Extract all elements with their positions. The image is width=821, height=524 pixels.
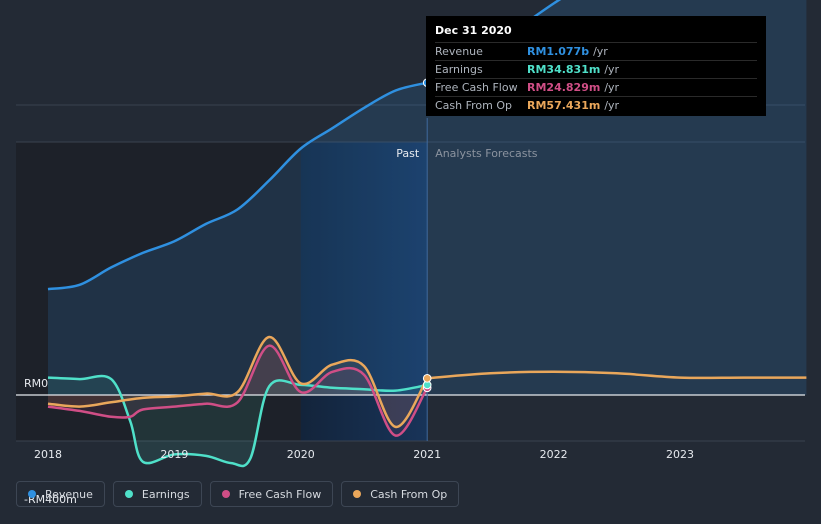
tooltip-unit: /yr [604,99,620,112]
tooltip-date: Dec 31 2020 [435,24,512,37]
tooltip-row-earnings: Earnings RM34.831m /yr [435,60,757,78]
tooltip-row-revenue: Revenue RM1.077b /yr [435,42,757,60]
x-tick-label: 2021 [413,448,441,461]
pre-past-region [16,142,301,441]
past-label: Past [396,147,420,160]
tooltip-row-cash-from-op: Cash From Op RM57.431m /yr [435,96,757,114]
tooltip-unit: /yr [604,63,620,76]
x-tick-label: 2018 [34,448,62,461]
x-tick-label: 2023 [666,448,694,461]
tooltip-unit: /yr [593,45,608,58]
tooltip-value: RM1.077b [527,45,590,58]
earnings-line [47,374,428,468]
forecast-label: Analysts Forecasts [435,147,538,160]
x-tick-label: 2020 [287,448,315,461]
legend-item-earnings[interactable]: Earnings [112,481,202,507]
revenue-line [47,81,428,291]
cash-from-op-marker [422,374,432,383]
tooltip-value: RM57.431m [527,99,601,112]
legend-label: Earnings [141,487,190,501]
legend-label: Free Cash Flow [238,487,322,501]
legend-item-revenue[interactable]: Revenue [16,481,105,507]
y-tick-label: -RM400m [24,493,77,506]
tooltip-label: Earnings [435,63,483,76]
tooltip-unit: /yr [604,81,620,94]
cash-from-op-line [47,335,429,429]
legend-label: Revenue [45,487,93,501]
tooltip-value: RM24.829m [527,81,601,94]
tooltip: Dec 31 2020 Revenue RM1.077b /yr Earning… [426,16,766,116]
tooltip-label: Free Cash Flow [435,81,518,94]
x-tick-label: 2019 [160,448,188,461]
legend-label: Cash From Op [370,487,448,501]
legend-item-free-cash-flow[interactable]: Free Cash Flow [209,481,334,507]
free-cash-flow-area [48,345,428,436]
x-tick-label: 2022 [540,448,568,461]
y-tick-label: RM0 [24,377,48,390]
legend-dot-icon [353,490,362,498]
legend-dot-icon [28,490,36,498]
legend-item-cash-from-op[interactable]: Cash From Op [341,481,460,507]
legend-dot-icon [221,490,230,498]
tooltip-row-free-cash-flow: Free Cash Flow RM24.829m /yr [435,78,757,96]
cash-from-op-area [48,336,428,427]
past-region [300,142,428,441]
cash-from-op-forecast-line [427,370,807,380]
free-cash-flow-line [47,344,429,437]
legend: Revenue Earnings Free Cash Flow Cash Fro… [16,481,460,507]
legend-dot-icon [124,490,133,498]
tooltip-label: Cash From Op [435,99,513,112]
tooltip-value: RM34.831m [527,63,601,76]
tooltip-label: Revenue [435,45,483,58]
